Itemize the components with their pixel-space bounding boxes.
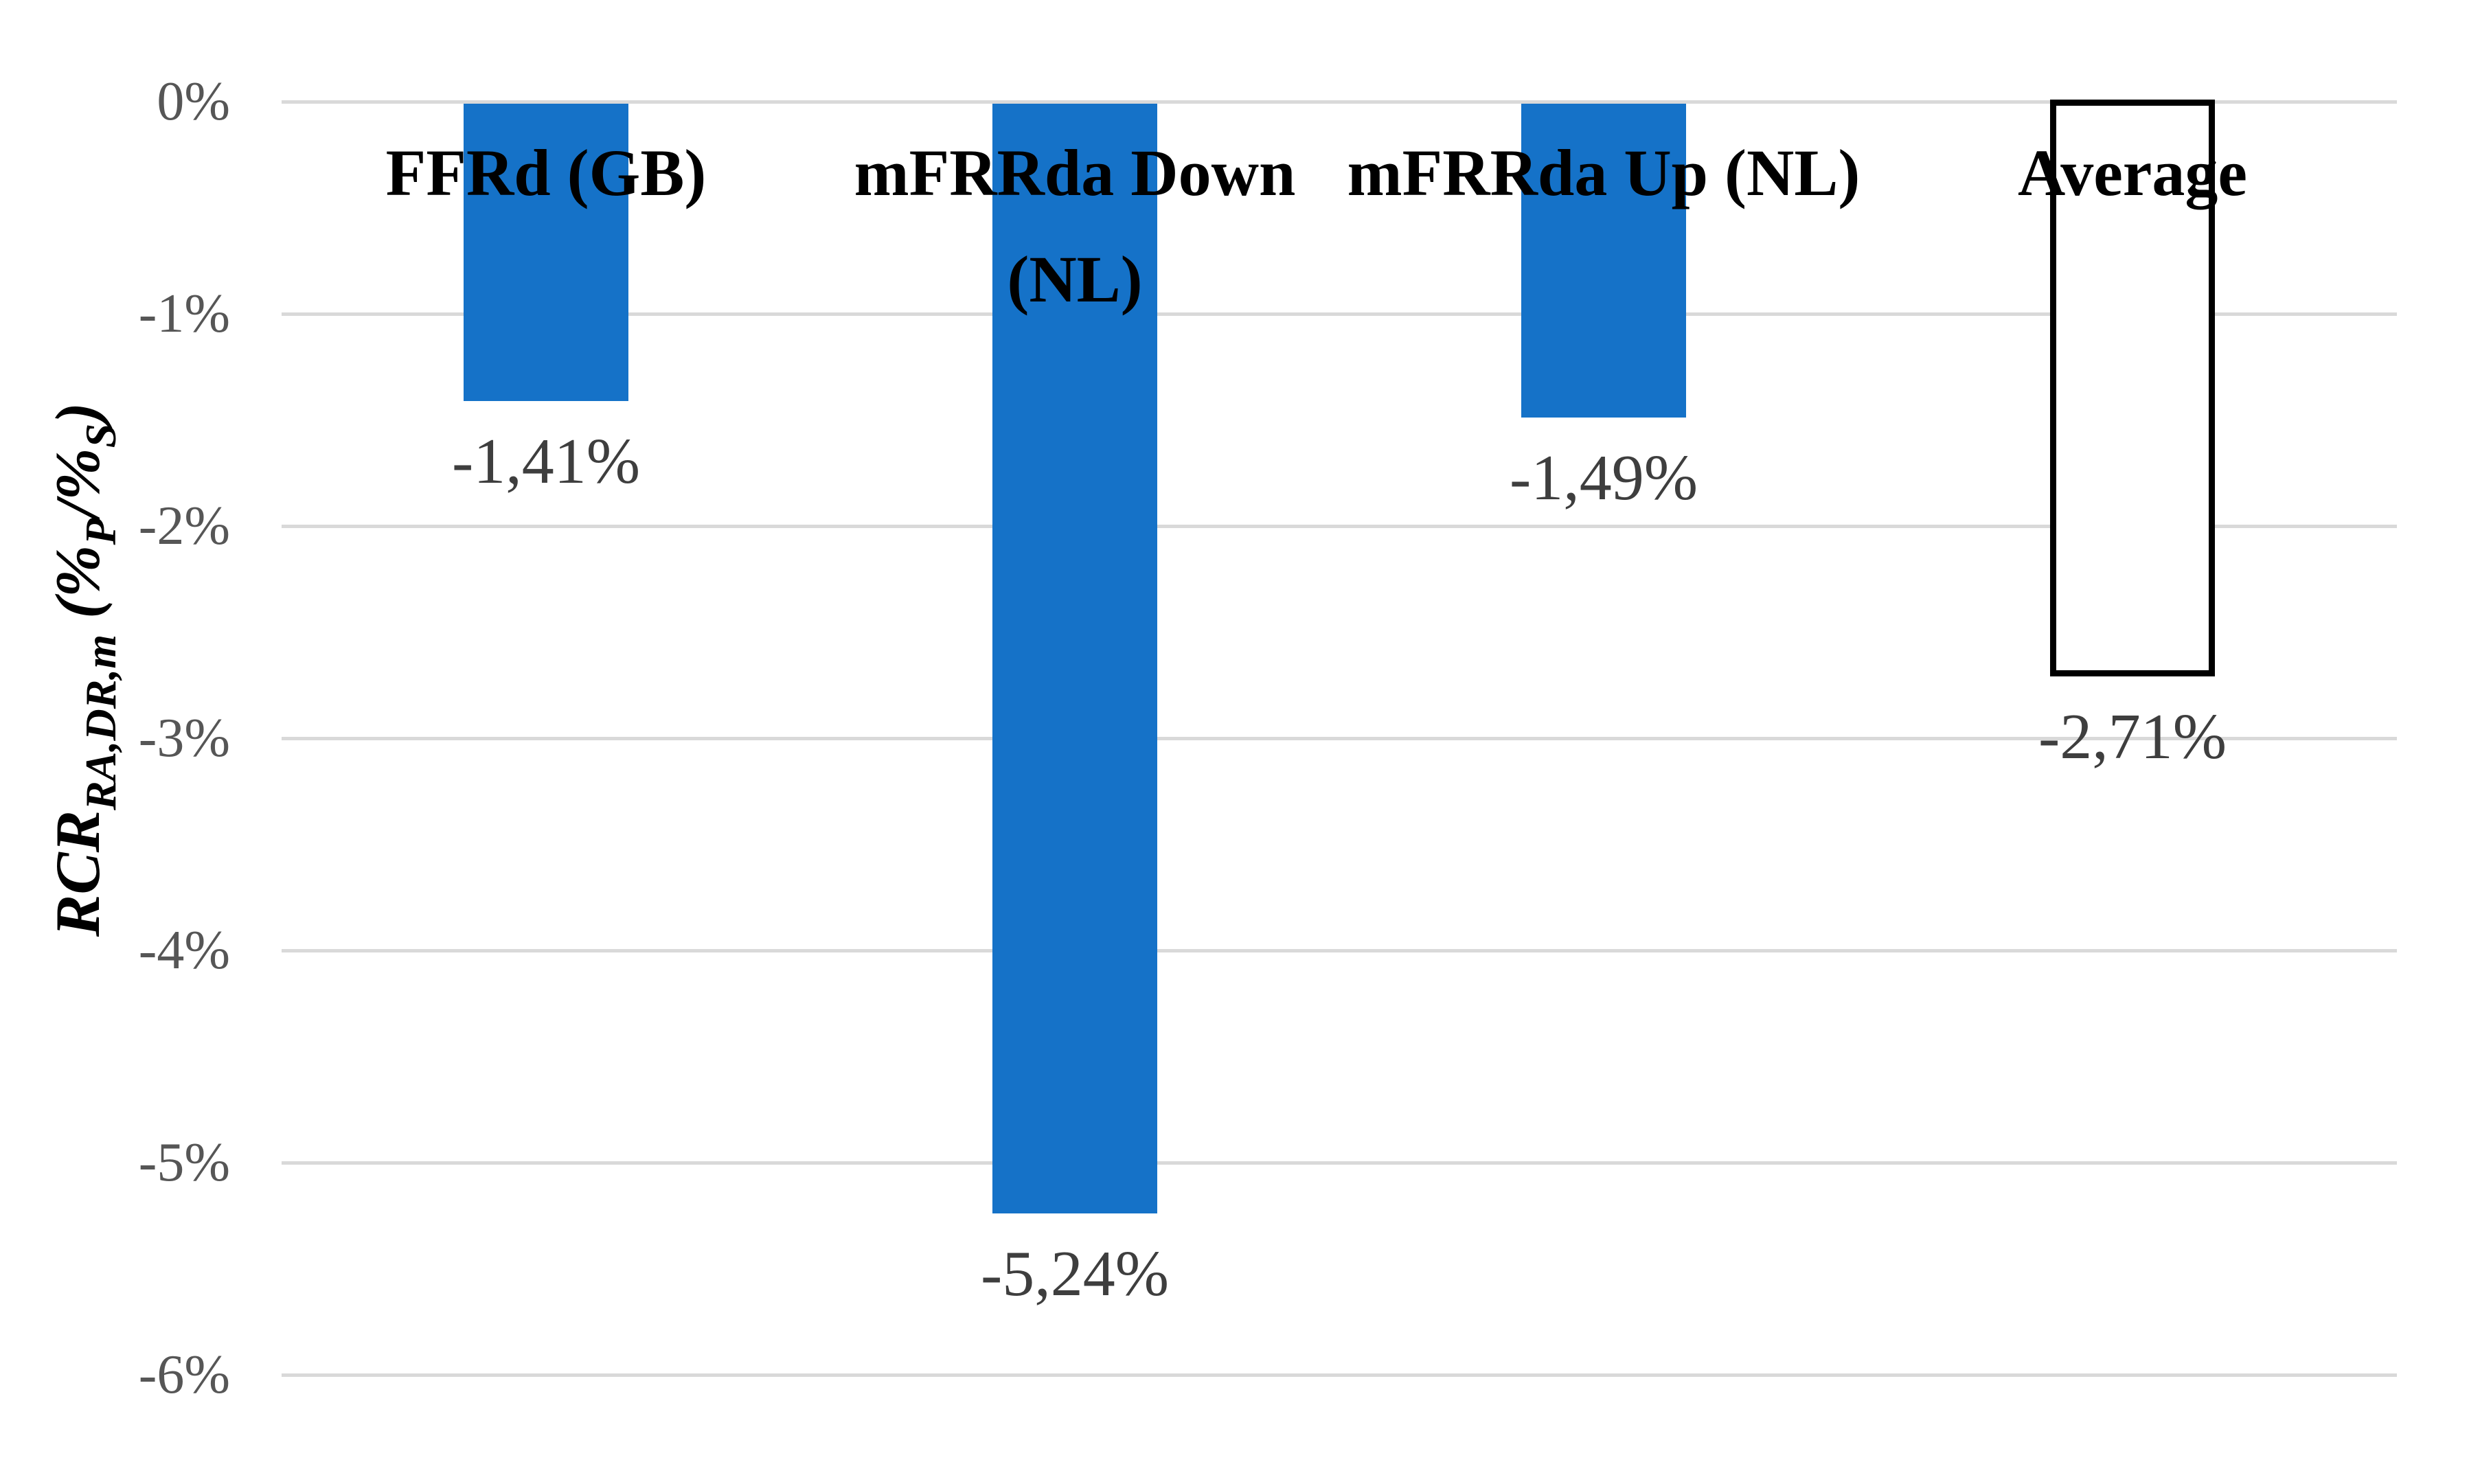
bar	[464, 104, 628, 401]
category-label: FFRd (GB)	[385, 136, 707, 209]
y-axis-tick-label: 0%	[157, 71, 230, 132]
y-axis-title-unit-open: (%	[43, 545, 113, 635]
gridline	[282, 1161, 2397, 1165]
bar	[2050, 100, 2215, 677]
gridline	[282, 525, 2397, 528]
bar-data-label: -5,24%	[980, 1238, 1170, 1310]
bar-data-label: -1,41%	[451, 425, 641, 497]
y-axis-title-symbol: RCR	[43, 810, 113, 937]
y-axis-tick-label: -5%	[138, 1132, 230, 1193]
y-axis-title-unit-close: )	[43, 402, 113, 424]
y-axis-title-symbol-subscript: RA,DR,m	[76, 634, 125, 810]
y-axis-tick-label: -3%	[138, 708, 230, 768]
y-axis-tick-label: -4%	[138, 920, 230, 981]
category-label: Average	[2017, 136, 2248, 209]
bar	[1521, 104, 1686, 418]
gridline	[282, 949, 2397, 952]
y-axis-title-unit-sub-s: S	[76, 423, 125, 448]
y-axis-title-unit-sub-p: P	[76, 518, 125, 545]
gridline	[282, 312, 2397, 316]
bar-data-label: -2,71%	[2038, 701, 2227, 773]
bar-data-label: -1,49%	[1509, 442, 1698, 514]
y-axis-title-unit-separator: /%	[43, 448, 113, 518]
y-axis-tick-label: -2%	[138, 496, 230, 556]
category-label: mFRRda Down (NL)	[854, 136, 1296, 316]
gridline	[282, 1373, 2397, 1377]
gridline	[282, 100, 2397, 104]
category-label: mFRRda Up (NL)	[1347, 136, 1861, 209]
gridline	[282, 737, 2397, 740]
y-axis-title: RCRRA,DR,m (%P/%S)	[41, 402, 126, 937]
y-axis-tick-label: -1%	[138, 284, 230, 344]
bar	[992, 104, 1157, 1214]
y-axis-tick-label: -6%	[138, 1345, 230, 1405]
